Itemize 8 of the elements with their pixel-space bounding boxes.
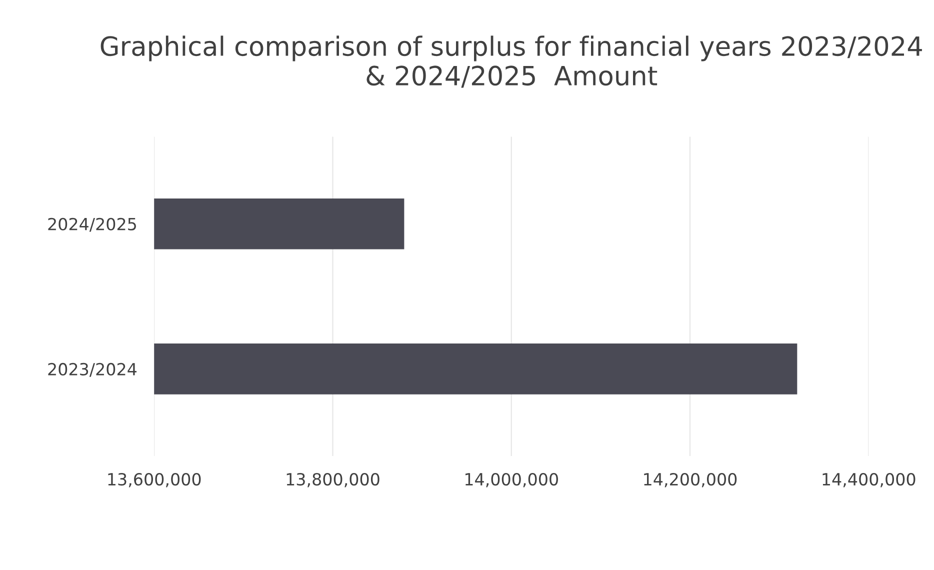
y-tick-label: 2024/2025 (48, 218, 136, 232)
x-tick-label: 14,400,000 (822, 472, 916, 488)
y-tick-label: 2023/2024 (48, 362, 137, 377)
x-tick-label: 13,800,000 (286, 472, 380, 488)
x-tick-label: 14,200,000 (644, 472, 737, 488)
x-tick-label: 14,000,000 (465, 472, 558, 488)
chart-title: Graphical comparison of surplus for financial years 2023/2024 & 2024/2025 Amount (100, 36, 922, 88)
x-tick-label: 13,600,000 (108, 472, 201, 488)
